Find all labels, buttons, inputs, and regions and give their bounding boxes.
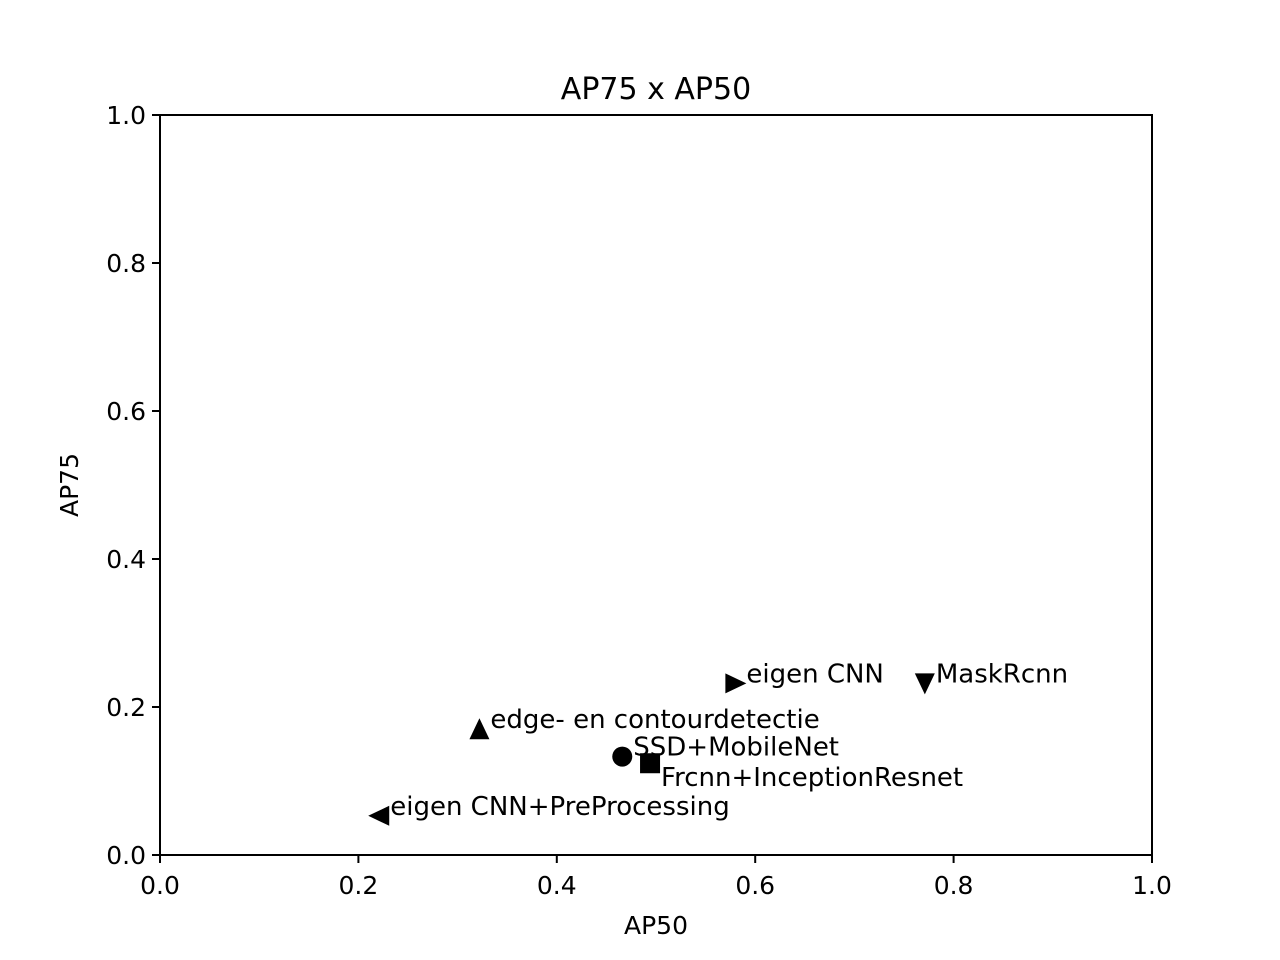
data-point-label: SSD+MobileNet [633, 733, 839, 763]
x-tick-label: 0.0 [140, 871, 180, 900]
data-point-triangle-down [914, 673, 935, 695]
y-axis-ticks: 0.0 0.2 0.4 0.6 0.8 1.0 [106, 101, 160, 870]
y-tick-label: 0.4 [106, 545, 146, 574]
y-tick-label: 0.2 [106, 693, 146, 722]
data-point-label: eigen CNN+PreProcessing [390, 792, 729, 822]
data-point-square [640, 753, 661, 774]
x-axis-ticks: 0.0 0.2 0.4 0.6 0.8 1.0 [140, 855, 1172, 900]
y-axis-label: AP75 [55, 453, 84, 517]
data-point-triangle-up [469, 718, 490, 740]
data-point-triangle-left [368, 805, 390, 826]
x-tick-label: 0.2 [339, 871, 379, 900]
x-axis-label: AP50 [624, 911, 688, 940]
data-point-circle [612, 746, 633, 767]
data-point-label: edge- en contourdetectie [490, 705, 819, 735]
chart-title: AP75 x AP50 [561, 72, 751, 107]
data-point-label: eigen CNN [746, 659, 884, 689]
x-tick-label: 0.6 [735, 871, 775, 900]
x-tick-label: 1.0 [1132, 871, 1172, 900]
x-tick-label: 0.8 [934, 871, 974, 900]
data-point-label: MaskRcnn [936, 659, 1068, 689]
data-point-label: Frcnn+InceptionResnet [661, 763, 963, 793]
y-tick-label: 0.0 [106, 841, 146, 870]
y-tick-label: 0.8 [106, 249, 146, 278]
data-point-triangle-right [725, 673, 747, 694]
y-tick-label: 0.6 [106, 397, 146, 426]
x-tick-label: 0.4 [537, 871, 577, 900]
y-tick-label: 1.0 [106, 101, 146, 130]
plot-frame [159, 114, 1153, 856]
